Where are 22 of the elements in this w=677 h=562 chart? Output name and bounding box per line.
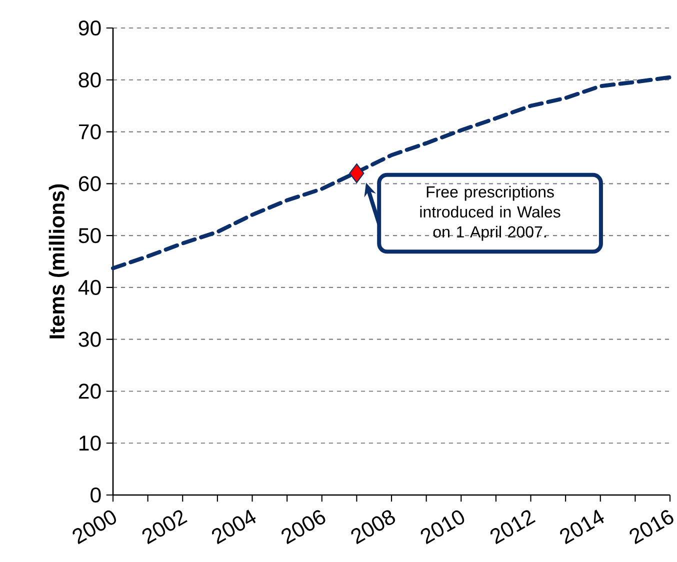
x-tick-label: 2006 <box>282 510 326 544</box>
y-tick-label: 30 <box>78 332 101 347</box>
y-tick-label: 80 <box>78 72 101 88</box>
x-tick-label: 2008 <box>351 510 396 544</box>
y-axis-title: Items (millions) <box>48 184 69 338</box>
x-tick-label: 2016 <box>630 510 674 544</box>
x-tick-label: 2012 <box>490 510 536 544</box>
y-tick-label: 50 <box>78 228 101 244</box>
line-series <box>111 75 672 270</box>
y-tick-label: 70 <box>78 124 101 140</box>
x-tick-label: 2014 <box>560 510 604 544</box>
y-tick-label: 40 <box>78 280 101 295</box>
x-tick-label: 2010 <box>420 510 464 544</box>
y-tick-label: 0 <box>90 487 101 503</box>
annotation: Free prescriptions introduced in Wales on 1 April 2007. <box>420 186 560 241</box>
y-tick-label: 90 <box>78 20 101 36</box>
x-tick-label: 2004 <box>212 510 256 544</box>
y-tick-label: 10 <box>80 436 101 451</box>
x-tick-label: 2002 <box>142 510 188 544</box>
y-tick-label: 60 <box>78 176 101 192</box>
x-tick-label: 2000 <box>72 510 116 544</box>
y-tick-label: 20 <box>78 384 101 399</box>
